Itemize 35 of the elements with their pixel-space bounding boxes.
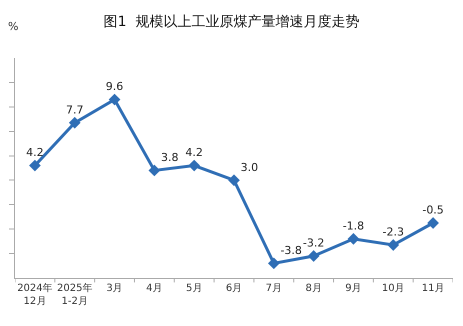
data-label: -3.2	[302, 236, 324, 250]
point	[387, 239, 400, 251]
data-label: -2.3	[382, 226, 404, 239]
y-axis-title: %	[8, 20, 18, 33]
point	[68, 116, 81, 129]
data-label: 7.7	[66, 103, 84, 116]
data-label: 4.2	[185, 146, 203, 160]
data-label: 4.2	[26, 146, 44, 160]
x-tick-label: 8月	[305, 283, 322, 294]
x-tick-label: 4月	[146, 283, 163, 294]
x-tick-label: 10月	[382, 283, 405, 294]
point	[268, 257, 280, 270]
data-label: 9.6	[106, 80, 124, 94]
x-tick-label: 7月	[266, 283, 282, 294]
chart-title: 图1 规模以上工业原煤产量增速月度走势	[104, 14, 360, 30]
x-tick-label: 2024年 12月	[17, 282, 53, 307]
x-tick-label: 11月	[422, 283, 444, 294]
data-label: 3.0	[240, 160, 258, 174]
data-label: -3.8	[280, 244, 302, 257]
point	[427, 217, 439, 229]
point	[188, 160, 200, 172]
point	[29, 160, 41, 172]
x-tick-label: 5月	[186, 283, 202, 294]
point	[148, 164, 160, 176]
point	[108, 94, 120, 106]
x-tick-label: 2025年 1-2月	[57, 282, 92, 307]
x-tick-label: 9月	[345, 283, 362, 294]
data-label: -0.5	[422, 204, 444, 217]
point	[348, 233, 360, 245]
x-tick-label: 6月	[226, 283, 242, 294]
point	[308, 250, 320, 262]
data-label: 3.8	[160, 151, 178, 164]
x-tick-label: 3月	[106, 283, 123, 294]
data-label: -1.8	[342, 220, 364, 233]
point	[228, 174, 240, 186]
